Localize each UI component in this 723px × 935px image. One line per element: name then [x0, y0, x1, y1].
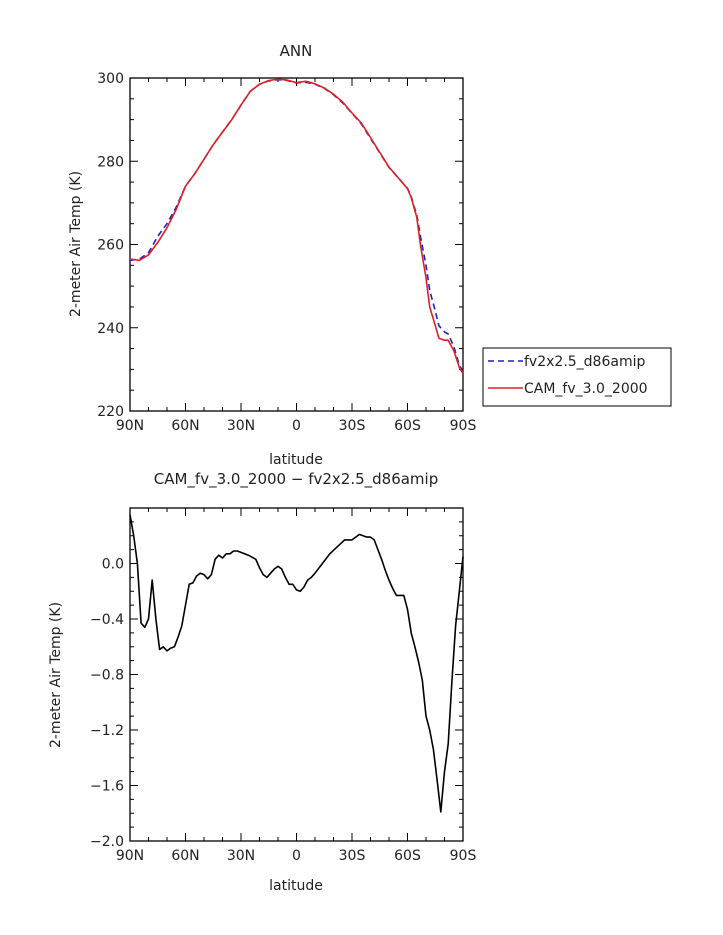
- plot-frame: [129, 77, 464, 412]
- series-line-1: [129, 78, 464, 374]
- series-lines: [129, 78, 464, 374]
- x-tick-label: 60S: [394, 418, 421, 434]
- axis-ticks: 90N 60N 30N 0 30S 60S 90S 220 240 260 280 300: [97, 71, 476, 434]
- x-tick-label: 30S: [339, 418, 366, 434]
- y-axis-label: 2-meter Air Temp (K): [68, 171, 84, 317]
- x-tick-label: 60N: [171, 848, 199, 864]
- y-tick-label: 240: [97, 321, 124, 337]
- y-tick-label: 260: [97, 238, 124, 254]
- chart-title: ANN: [280, 42, 313, 60]
- legend-box: [482, 347, 672, 407]
- y-tick-label: 0.0: [102, 557, 124, 573]
- y-tick-label: −1.6: [90, 779, 124, 795]
- series-line-0: [129, 514, 464, 813]
- y-tick-label: 280: [97, 154, 124, 170]
- chart-title: CAM_fv_3.0_2000 − fv2x2.5_d86amip: [154, 470, 439, 489]
- x-tick-label: 90S: [450, 848, 477, 864]
- x-tick-label: 0: [292, 848, 301, 864]
- x-tick-label: 90N: [116, 848, 144, 864]
- x-tick-label: 0: [292, 418, 301, 434]
- legend: fv2x2.5_d86amip CAM_fv_3.0_2000: [482, 347, 672, 407]
- x-tick-label: 90S: [450, 418, 477, 434]
- x-tick-label: 60S: [394, 848, 421, 864]
- y-tick-label: 220: [97, 404, 124, 420]
- y-tick-label: 300: [97, 71, 124, 87]
- x-tick-label: 90N: [116, 418, 144, 434]
- legend-label-cam: CAM_fv_3.0_2000: [524, 381, 648, 397]
- x-tick-label: 30N: [227, 848, 255, 864]
- series-lines: [129, 514, 464, 813]
- temperature-plot: ANN 2-meter Air Temp (K) latitude 90N 60N…: [68, 42, 672, 468]
- series-line-0: [129, 78, 464, 372]
- y-tick-label: −0.8: [90, 668, 124, 684]
- x-tick-label: 30N: [227, 418, 255, 434]
- y-axis-label: 2-meter Air Temp (K): [48, 602, 64, 748]
- legend-label-fv2x2: fv2x2.5_d86amip: [524, 354, 645, 370]
- difference-plot: CAM_fv_3.0_2000 − fv2x2.5_d86amip 2-mete…: [48, 470, 476, 894]
- y-tick-label: −1.2: [90, 723, 124, 739]
- axis-ticks: 90N 60N 30N 0 30S 60S 90S −2.0 −1.6 −1.2 −0.8 −0.4 0…: [90, 508, 476, 864]
- plot-frame: [129, 507, 464, 842]
- x-tick-label: 30S: [339, 848, 366, 864]
- x-axis-label: latitude: [269, 878, 323, 894]
- y-tick-label: −2.0: [90, 834, 124, 850]
- x-axis-label: latitude: [269, 452, 323, 468]
- y-tick-label: −0.4: [90, 612, 124, 628]
- x-tick-label: 60N: [171, 418, 199, 434]
